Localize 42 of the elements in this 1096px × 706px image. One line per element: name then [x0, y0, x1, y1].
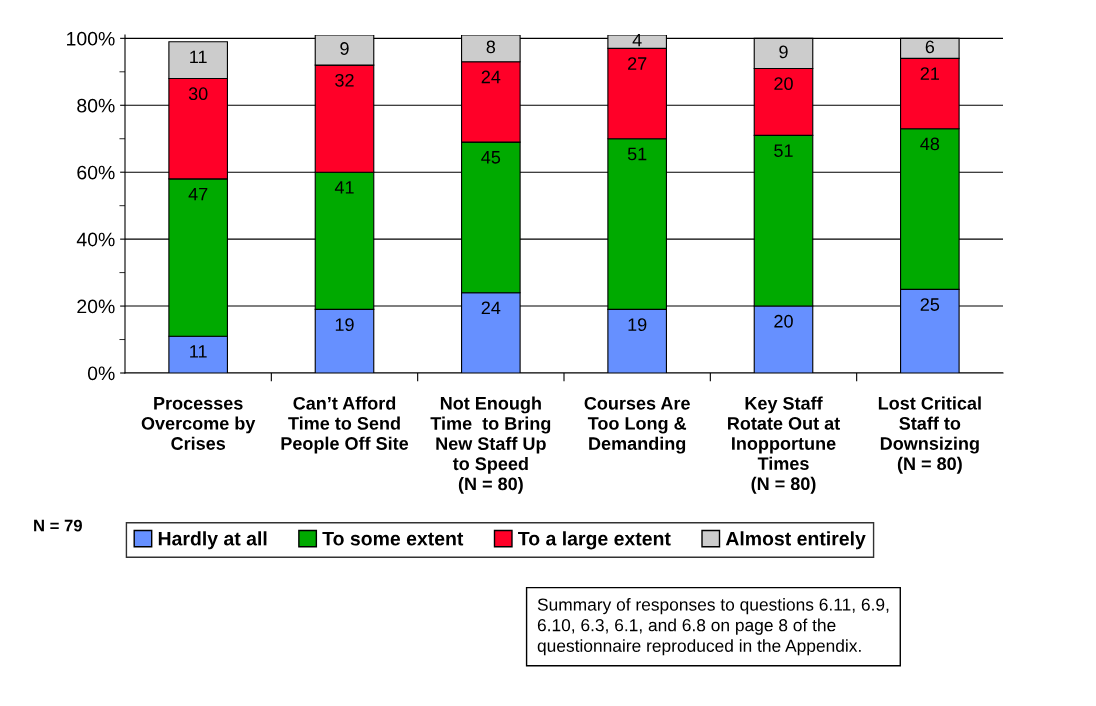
y-tick-label: 20%	[77, 299, 115, 314]
data-label: 47	[188, 187, 208, 201]
data-label: 30	[188, 87, 208, 101]
data-label: 21	[920, 67, 939, 80]
data-label: 9	[779, 45, 788, 59]
y-tick-label: 40%	[76, 232, 115, 247]
data-label: 8	[486, 40, 496, 54]
data-label: 25	[920, 298, 940, 311]
legend-label: Hardly at all	[158, 531, 267, 550]
y-tick-label: 60%	[77, 165, 115, 180]
data-label: 48	[920, 137, 940, 151]
data-label: 32	[335, 73, 354, 87]
data-label: 6	[925, 40, 935, 54]
y-tick-label: 100%	[67, 31, 115, 46]
x-tick-label: Not Enough Time to Bring New Staff Up to Speed (N = 80)	[430, 396, 551, 494]
x-tick-label: Processes Overcome by Crises	[141, 397, 256, 450]
legend-label: Almost entirely	[725, 531, 866, 550]
legend-label: To a large extent	[518, 531, 671, 550]
data-label: 51	[627, 147, 647, 161]
data-label: 51	[774, 144, 793, 157]
data-label: 27	[628, 57, 647, 70]
data-label: 19	[335, 318, 354, 331]
data-label: 19	[628, 318, 647, 331]
data-label: 20	[774, 77, 793, 91]
x-tick-label: Courses Are Too Long & Demanding	[584, 396, 690, 454]
data-label: 24	[481, 70, 501, 84]
data-label: 4	[632, 33, 642, 47]
x-tick-label: Can’t Afford Time to Send People Off Site	[281, 396, 409, 454]
data-label: 11	[190, 345, 207, 358]
x-tick-label: Lost Critical Staff to Downsizing (N = 80)	[878, 396, 981, 474]
y-tick-label: 0%	[87, 366, 115, 381]
data-label: 45	[481, 151, 501, 164]
data-label: 24	[481, 301, 501, 315]
x-tick-label: Key Staff Rotate Out at Inopportune Times (N = 80)	[728, 396, 840, 494]
text: N = 79	[34, 519, 82, 532]
data-label: 9	[340, 42, 349, 55]
text: Summary of responses to questions 6.11, 6.9, 6.10, 6.3, 6.1, and 6.8 on page 8 of the questionnaire reproduced in the Appendix.	[537, 598, 889, 656]
data-label: 41	[334, 181, 354, 194]
y-tick-label: 80%	[77, 98, 115, 113]
data-label: 20	[774, 314, 793, 328]
data-label: 11	[190, 50, 207, 64]
legend-label: To some extent	[322, 531, 464, 546]
